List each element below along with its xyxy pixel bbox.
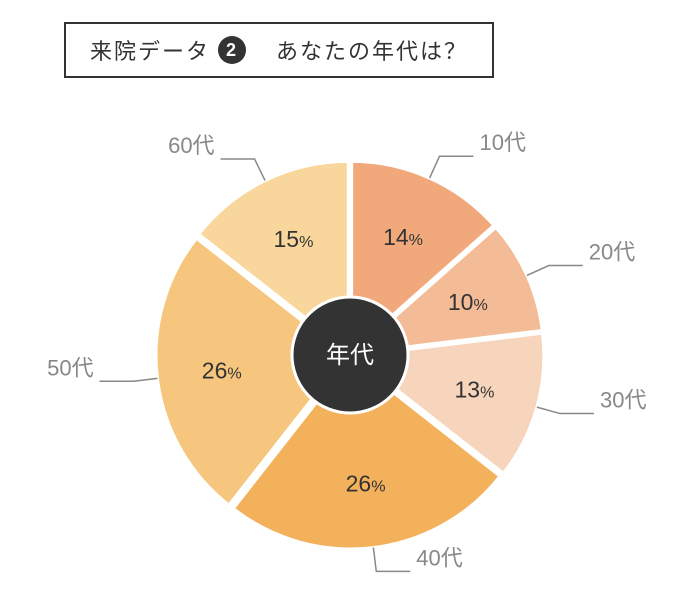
- leader-10代: [430, 156, 474, 178]
- age-pie-chart: 年代14%10代10%20代13%30代26%40代26%50代15%60代: [0, 0, 700, 605]
- slice-category-40代: 40代: [416, 545, 462, 570]
- slice-category-10代: 10代: [479, 130, 525, 155]
- leader-60代: [221, 159, 266, 181]
- slice-category-50代: 50代: [47, 355, 93, 380]
- leader-50代: [100, 378, 158, 381]
- leader-30代: [537, 407, 594, 413]
- leader-20代: [527, 266, 583, 276]
- slice-category-60代: 60代: [168, 133, 214, 158]
- pie-center-label: 年代: [326, 342, 374, 369]
- slice-category-30代: 30代: [600, 388, 646, 413]
- slice-category-20代: 20代: [589, 240, 635, 265]
- leader-40代: [373, 548, 410, 572]
